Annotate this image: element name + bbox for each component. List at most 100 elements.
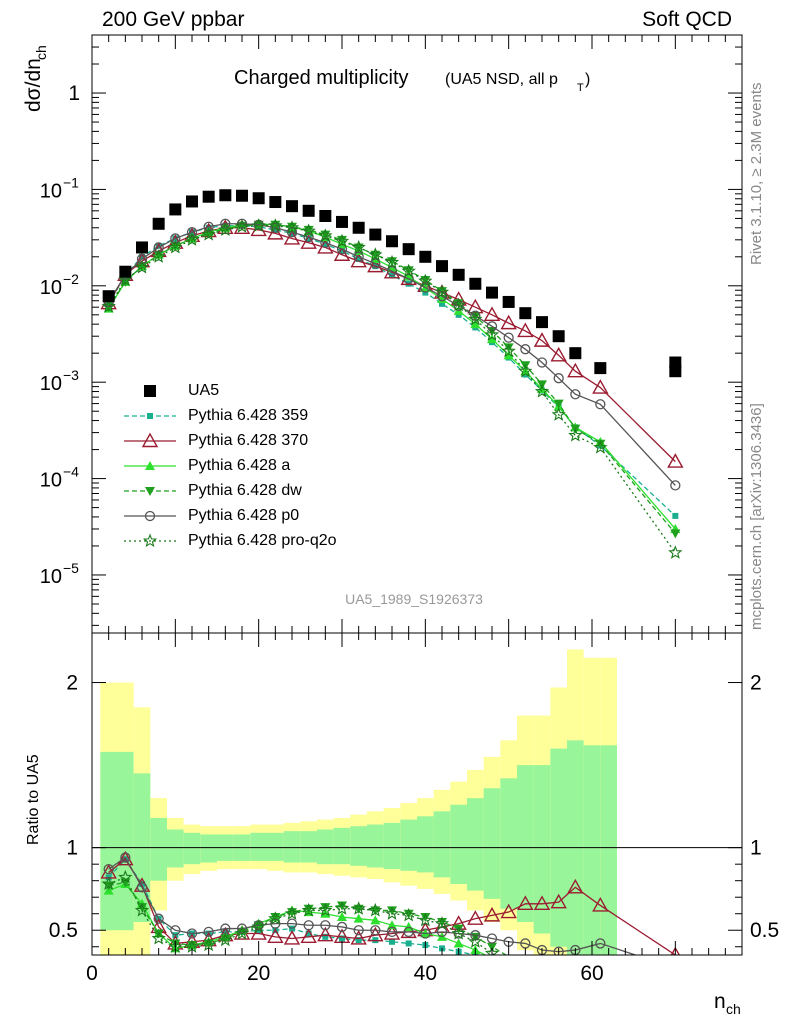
green-band <box>533 765 551 934</box>
marker <box>134 902 150 917</box>
data-point <box>552 330 565 343</box>
marker <box>103 863 114 875</box>
marker <box>283 230 301 245</box>
marker <box>418 912 433 927</box>
marker <box>550 346 567 362</box>
marker <box>303 225 314 235</box>
marker <box>551 407 566 421</box>
marker <box>137 903 147 913</box>
green-band <box>600 745 617 955</box>
marker <box>486 933 498 944</box>
legend-swatch <box>124 432 176 448</box>
y-tick-exponent: −3 <box>63 367 79 383</box>
marker <box>434 284 450 299</box>
marker <box>268 218 283 232</box>
marker <box>386 265 398 277</box>
marker <box>568 428 583 442</box>
marker <box>670 946 681 955</box>
marker <box>334 233 350 248</box>
data-point <box>419 250 432 263</box>
legend-item: Pythia 6.428 370 <box>120 430 308 452</box>
green-band <box>500 778 517 909</box>
marker <box>153 250 164 260</box>
chart-title-note: (UA5 NSD, all p <box>445 71 558 88</box>
marker <box>170 241 181 251</box>
marker <box>218 932 233 947</box>
green-band <box>467 798 484 891</box>
marker <box>267 928 284 944</box>
marker <box>553 373 564 384</box>
data-point <box>452 268 465 281</box>
lower-frame <box>91 632 743 956</box>
marker <box>401 907 416 922</box>
marker <box>153 913 164 924</box>
green-band <box>583 745 601 955</box>
y-tick-exponent: −1 <box>63 174 79 190</box>
marker <box>317 239 334 254</box>
y-tick-label: 10 <box>40 180 62 202</box>
marker <box>483 906 501 922</box>
data-point <box>186 195 198 208</box>
marker <box>139 880 145 887</box>
green-band <box>333 827 351 865</box>
legend-label: Pythia 6.428 359 <box>188 407 309 424</box>
marker <box>670 480 681 491</box>
marker <box>250 925 267 940</box>
upper-series-lines <box>100 189 684 559</box>
marker <box>550 893 567 909</box>
marker <box>137 262 147 272</box>
marker <box>101 876 116 891</box>
legend-label: Pythia 6.428 pro-q2o <box>188 532 337 549</box>
marker <box>320 920 331 931</box>
marker <box>155 242 162 249</box>
legend-swatch <box>144 385 156 397</box>
marker <box>484 945 500 955</box>
legend-label: Pythia 6.428 dw <box>188 482 302 499</box>
marker <box>567 362 584 378</box>
marker <box>593 440 608 454</box>
marker <box>453 928 464 939</box>
marker <box>437 917 447 927</box>
marker <box>318 902 333 917</box>
green-band <box>283 831 301 863</box>
marker <box>337 235 347 245</box>
green-band <box>250 832 267 861</box>
y-axis-label-main: dσ/dn <box>22 58 45 112</box>
data-point <box>386 235 398 248</box>
marker <box>303 920 314 931</box>
marker <box>518 363 533 378</box>
marker <box>520 344 531 355</box>
green-band <box>300 831 317 863</box>
marker <box>303 231 314 243</box>
rivet-label: Rivet 3.1.10, ≥ 2.3M events <box>748 82 765 266</box>
legend-label: Pythia 6.428 a <box>188 457 291 474</box>
mcplots-label: mcplots.cern.ch [arXiv:1306.3436] <box>748 403 765 630</box>
marker <box>500 314 517 330</box>
marker <box>234 219 250 233</box>
green-band <box>383 822 401 870</box>
marker <box>203 939 214 949</box>
marker <box>270 222 281 233</box>
x-tick-label: 20 <box>247 962 270 985</box>
marker <box>168 239 183 254</box>
marker <box>533 895 551 911</box>
data-point <box>569 347 582 360</box>
marker <box>139 253 145 260</box>
data-point <box>302 204 315 217</box>
ratio-tick-label: 0.5 <box>49 919 78 942</box>
marker <box>317 926 334 942</box>
green-band <box>433 811 451 878</box>
ratio-series-5 <box>101 869 500 955</box>
legend-item: Pythia 6.428 pro-q2o <box>120 530 337 552</box>
marker <box>336 244 348 255</box>
axis-labels: 110−110−210−310−410 −50.5 0.51 12 20 20 40 60n c… <box>22 45 779 1017</box>
data-point <box>502 295 515 308</box>
marker <box>592 897 609 912</box>
marker <box>287 908 297 918</box>
marker <box>403 273 414 285</box>
header-left: 200 GeV ppbar <box>102 8 245 31</box>
ratio-tick-label-right: 0.5 <box>750 919 779 942</box>
marker <box>272 226 279 233</box>
marker <box>437 293 447 303</box>
green-band <box>117 751 134 931</box>
